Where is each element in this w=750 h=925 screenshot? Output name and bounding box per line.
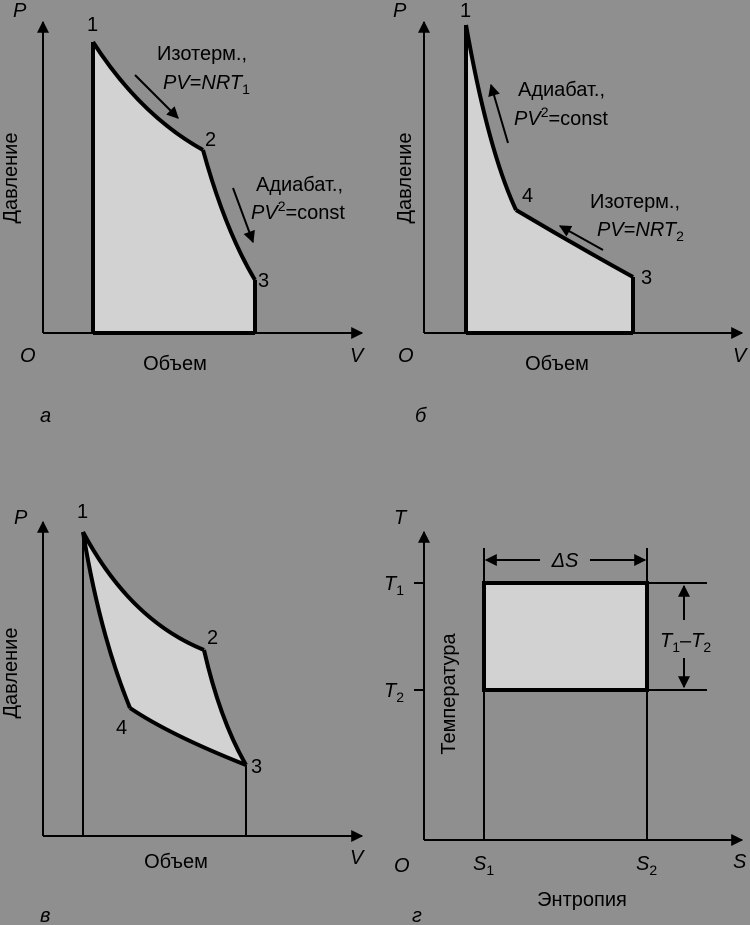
formula-pv: PV xyxy=(514,108,542,130)
adiabat-arrow-b xyxy=(488,83,509,144)
s-sub: 1 xyxy=(486,862,494,878)
adiabat-left-c xyxy=(81,531,132,709)
isotherm-upper-c xyxy=(81,531,205,652)
formula-sub: 2 xyxy=(676,228,684,244)
formula-nrt: NRT xyxy=(635,219,678,241)
panel-b: P V O Давление Объем 1 4 3 Адиабат., PV2… xyxy=(393,0,748,427)
adiabat-curve-a xyxy=(201,149,257,282)
origin-label-b: O xyxy=(398,345,414,367)
xlabel-a: Объем xyxy=(143,353,207,375)
ylabel-a: Давление xyxy=(0,133,22,224)
point-4-c: 4 xyxy=(116,717,127,739)
t-sub: 1 xyxy=(396,582,404,598)
s-sub: 2 xyxy=(649,862,657,878)
ylabel-b: Давление xyxy=(394,133,416,224)
isotherm-curve-a xyxy=(91,40,204,152)
point-3-a: 3 xyxy=(258,270,269,292)
panel-tag-c: в xyxy=(40,905,50,925)
axis-v-label-c: V xyxy=(350,847,365,869)
isotherm-lower-c xyxy=(128,706,247,767)
t-sub: 2 xyxy=(396,689,404,705)
adiabat-formula-a: PV2=const xyxy=(251,198,345,224)
formula-rest: =const xyxy=(548,108,608,130)
adiabat-label-b: Адиабат., xyxy=(518,79,605,101)
origin-label-a: O xyxy=(20,345,36,367)
adiabat-label-a: Адиабат., xyxy=(256,174,343,196)
axis-p-label-c: P xyxy=(14,507,28,529)
point-3-c: 3 xyxy=(251,756,262,778)
panel-tag-d: г xyxy=(412,905,422,925)
isotherm-formula-b: PV=NRT2 xyxy=(597,219,684,244)
isotherm-arrow-a xyxy=(134,74,179,119)
formula-sub: 1 xyxy=(242,81,250,97)
formula-rest: =const xyxy=(285,202,345,224)
axis-p-label-a: P xyxy=(13,0,27,22)
formula-exp: 2 xyxy=(541,104,549,120)
cycle-area-a xyxy=(93,42,255,333)
formula-pv: PV xyxy=(597,219,625,241)
formula-exp: 2 xyxy=(278,198,286,214)
t-diff-dash: – xyxy=(680,630,692,652)
adiabat-formula-b: PV2=const xyxy=(514,104,608,130)
t-diff-b: T xyxy=(691,630,705,652)
point-1-c: 1 xyxy=(77,501,88,523)
axis-t-label-d: T xyxy=(394,507,408,529)
formula-nrt: NRT xyxy=(201,72,244,94)
ylabel-c: Давление xyxy=(0,628,22,719)
delta-s-label-d: ΔS xyxy=(551,550,579,572)
point-1-b: 1 xyxy=(460,0,471,22)
origin-label-d: O xyxy=(394,855,410,877)
isotherm-arrow-b xyxy=(558,225,604,251)
isotherm-formula-a: PV=NRT1 xyxy=(163,72,250,97)
cycle-area-d xyxy=(484,583,647,690)
cycle-area-b xyxy=(466,25,633,333)
xlabel-b: Объем xyxy=(525,353,589,375)
s-base: S xyxy=(636,853,650,875)
t-base: T xyxy=(384,680,398,702)
t2-label-d: T2 xyxy=(384,680,404,705)
t-diff-bsub: 2 xyxy=(703,639,711,655)
t1-label-d: T1 xyxy=(384,573,404,598)
formula-pv: PV xyxy=(163,72,191,94)
t-diff-a: T xyxy=(660,630,674,652)
panel-d: T S O Температура Энтропия T1 T2 S1 S2 Δ… xyxy=(384,507,747,925)
point-2-a: 2 xyxy=(205,129,216,151)
cycle-area-c xyxy=(83,532,246,765)
adiabat-right-c xyxy=(202,649,248,767)
xlabel-d: Энтропия xyxy=(537,889,627,911)
point-4-b: 4 xyxy=(522,185,533,207)
point-3-b: 3 xyxy=(641,267,652,289)
axis-s-label-d: S xyxy=(733,851,747,873)
isotherm-curve-b xyxy=(514,208,634,279)
axis-p-label-b: P xyxy=(393,0,407,22)
formula-eq: = xyxy=(190,72,202,94)
s-base: S xyxy=(473,853,487,875)
xlabel-c: Объем xyxy=(144,851,208,873)
panel-a: P V O Давление Объем 1 2 3 Изотерм., PV=… xyxy=(0,0,365,427)
isotherm-label-b: Изотерм., xyxy=(590,191,680,213)
adiabat-curve-b xyxy=(464,24,518,211)
t-diff-label-d: T1–T2 xyxy=(660,630,711,655)
axis-v-label-b: V xyxy=(733,345,748,367)
ylabel-d: Температура xyxy=(438,633,460,755)
formula-pv: PV xyxy=(251,202,279,224)
panel-c: P V Давление Объем 1 2 4 3 в xyxy=(0,501,365,925)
s1-label-d: S1 xyxy=(473,853,494,878)
axis-v-label-a: V xyxy=(350,345,365,367)
formula-eq: = xyxy=(624,219,636,241)
cycle-rect-d xyxy=(482,581,649,692)
panel-tag-b: б xyxy=(415,405,427,427)
adiabat-arrow-a xyxy=(232,187,255,244)
t-diff-asub: 1 xyxy=(672,639,680,655)
s2-label-d: S2 xyxy=(636,853,657,878)
point-1-a: 1 xyxy=(87,14,98,36)
point-2-c: 2 xyxy=(207,627,218,649)
panel-tag-a: а xyxy=(40,405,51,427)
t-base: T xyxy=(384,573,398,595)
isotherm-label-a: Изотерм., xyxy=(157,43,247,65)
